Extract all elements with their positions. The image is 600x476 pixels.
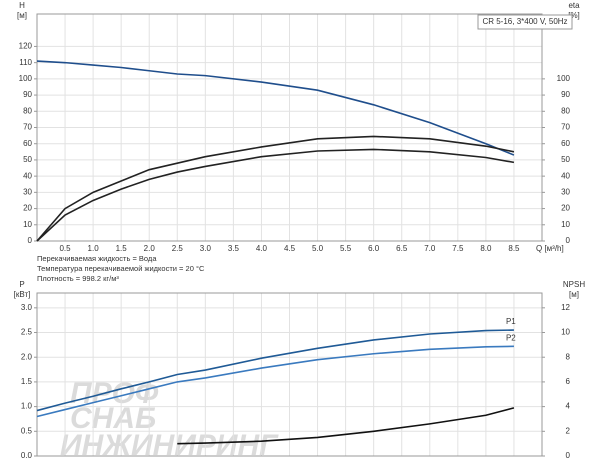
x-tick-label: 5.5 (340, 244, 352, 253)
y-tick-label: 50 (23, 155, 32, 164)
y2-tick-label: 6 (566, 377, 571, 386)
y-tick-label: 0 (28, 236, 33, 245)
annotation: Температура перекачиваемой жидкости = 20… (37, 264, 205, 273)
y2-axis-label: eta (568, 1, 580, 10)
x-tick-label: 4.5 (284, 244, 296, 253)
series-line (177, 407, 515, 445)
y2-tick-label: 0 (566, 451, 571, 460)
y-tick-label: 90 (23, 90, 32, 99)
x-tick-label: 7.0 (424, 244, 436, 253)
y2-axis-unit: [%] (568, 11, 580, 20)
y2-tick-label: 10 (561, 220, 570, 229)
x-tick-label: 5.0 (312, 244, 324, 253)
y-tick-label: 20 (23, 204, 32, 213)
y-tick-label: 60 (23, 139, 32, 148)
y2-tick-label: 30 (561, 187, 570, 196)
y-axis-label: H (19, 1, 25, 10)
y2-tick-label: 2 (566, 426, 571, 435)
y-tick-label: 100 (19, 74, 33, 83)
x-tick-label: 2.0 (144, 244, 156, 253)
y-axis-label: P (19, 280, 24, 289)
x-tick-label: 8.5 (508, 244, 520, 253)
series-line (36, 329, 514, 412)
y2-tick-label: 100 (557, 74, 571, 83)
y2-tick-label: 10 (561, 328, 570, 337)
y-tick-label: 30 (23, 187, 32, 196)
plot-frame (36, 13, 543, 242)
y-axis-unit: [м] (17, 11, 27, 20)
y-tick-label: 3.0 (21, 303, 33, 312)
y-tick-label: 1.5 (21, 377, 33, 386)
y-tick-label: 80 (23, 106, 32, 115)
y2-tick-label: 50 (561, 155, 570, 164)
watermark: СНАБ (70, 402, 156, 435)
y2-tick-label: 80 (561, 106, 570, 115)
series-label: P1 (506, 317, 516, 326)
plot-frame (36, 292, 543, 457)
chart-title: CR 5-16, 3*400 V, 50Hz (482, 17, 567, 26)
y-tick-label: 110 (19, 58, 32, 67)
series-line (36, 135, 515, 242)
y-tick-label: 70 (23, 123, 32, 132)
y2-tick-label: 4 (566, 402, 571, 411)
x-axis-label: Q [м³/h] (536, 244, 564, 253)
y-tick-label: 10 (23, 220, 32, 229)
series-line (36, 148, 515, 242)
series-label: P2 (506, 333, 516, 342)
y2-tick-label: 8 (566, 352, 571, 361)
x-tick-label: 2.5 (172, 244, 184, 253)
x-tick-label: 6.5 (396, 244, 408, 253)
y2-tick-label: 20 (561, 204, 570, 213)
y2-tick-label: 40 (561, 171, 570, 180)
y-tick-label: 2.0 (21, 352, 33, 361)
y-axis-unit: [кВт] (14, 290, 31, 299)
y-tick-label: 120 (19, 42, 33, 51)
y-tick-label: 0.5 (21, 426, 33, 435)
x-tick-label: 0.5 (59, 244, 71, 253)
y2-tick-label: 70 (561, 123, 570, 132)
y2-tick-label: 0 (566, 236, 571, 245)
y-tick-label: 1.0 (21, 402, 33, 411)
y-tick-label: 2.5 (21, 328, 33, 337)
x-tick-label: 8.0 (480, 244, 492, 253)
annotation: Перекачиваемая жидкость = Вода (37, 254, 157, 263)
y2-tick-label: 12 (561, 303, 570, 312)
y-tick-label: 0.0 (21, 451, 33, 460)
x-tick-label: 3.0 (200, 244, 212, 253)
y2-tick-label: 60 (561, 139, 570, 148)
title-box (477, 14, 573, 30)
series-line (36, 60, 515, 156)
x-tick-label: 6.0 (368, 244, 380, 253)
x-tick-label: 1.0 (88, 244, 100, 253)
x-tick-label: 7.5 (452, 244, 464, 253)
x-tick-label: 1.5 (116, 244, 128, 253)
series-line (36, 345, 514, 418)
y-tick-label: 40 (23, 171, 32, 180)
annotation: Плотность = 998.2 кг/м³ (37, 274, 119, 283)
x-tick-label: 3.5 (228, 244, 240, 253)
y2-tick-label: 90 (561, 90, 570, 99)
x-tick-label: 4.0 (256, 244, 268, 253)
y2-axis-label: NPSH (563, 280, 585, 289)
y2-axis-unit: [м] (569, 290, 579, 299)
